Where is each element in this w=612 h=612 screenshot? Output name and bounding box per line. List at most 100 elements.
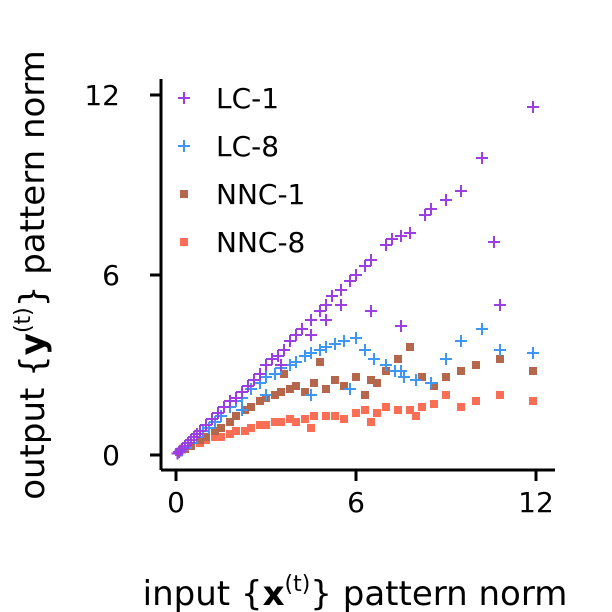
- legend-marker: [178, 92, 190, 104]
- data-point: [367, 418, 375, 426]
- data-point: [271, 418, 279, 426]
- data-point: [254, 368, 266, 380]
- data-point: [322, 412, 330, 420]
- data-point: [322, 385, 330, 393]
- y-tick-label: 12: [84, 79, 120, 112]
- data-point: [380, 239, 392, 251]
- data-point: [326, 290, 338, 302]
- data-point: [232, 412, 240, 420]
- data-point: [367, 376, 375, 384]
- data-point: [361, 406, 369, 414]
- data-point: [418, 403, 426, 411]
- data-point: [301, 388, 309, 396]
- data-point: [406, 343, 414, 351]
- data-point: [241, 427, 249, 435]
- data-point: [331, 412, 339, 420]
- data-point: [359, 344, 371, 356]
- data-points: [171, 101, 539, 460]
- x-label-suffix: } pattern norm: [310, 574, 567, 612]
- data-point: [292, 382, 300, 390]
- data-point: [260, 371, 272, 383]
- data-point: [331, 376, 339, 384]
- data-point: [260, 359, 272, 371]
- data-point: [236, 404, 248, 416]
- x-tick-label: 6: [347, 486, 365, 519]
- data-point: [529, 367, 537, 375]
- data-point: [200, 419, 212, 431]
- data-point: [272, 350, 284, 362]
- legend-label: LC-1: [216, 82, 279, 115]
- legend: LC-1 LC-8 NNC-1 NNC-8: [178, 82, 305, 259]
- data-point: [335, 284, 347, 296]
- data-point: [418, 373, 426, 381]
- data-point: [305, 329, 317, 341]
- data-point: [412, 412, 420, 420]
- data-point: [320, 341, 332, 353]
- data-point: [398, 371, 410, 383]
- x-tick-label: 0: [167, 486, 185, 519]
- data-point: [242, 380, 254, 392]
- data-point: [262, 421, 270, 429]
- data-point: [329, 338, 341, 350]
- data-point: [368, 353, 380, 365]
- data-point: [218, 401, 230, 413]
- x-label-prefix: input {: [143, 574, 263, 612]
- data-point: [230, 392, 242, 404]
- data-point: [352, 409, 360, 417]
- data-point: [335, 299, 347, 311]
- data-point: [232, 427, 240, 435]
- data-point: [395, 365, 407, 377]
- data-point: [365, 305, 377, 317]
- data-point: [430, 400, 438, 408]
- data-point: [277, 418, 285, 426]
- data-point: [373, 379, 381, 387]
- data-point: [275, 359, 287, 371]
- data-point: [245, 383, 257, 395]
- data-point: [271, 391, 279, 399]
- x-tick-label: 12: [518, 486, 554, 519]
- data-point: [352, 373, 360, 381]
- data-point: [410, 374, 422, 386]
- data-point: [488, 236, 500, 248]
- data-point: [314, 305, 326, 317]
- data-point: [419, 209, 431, 221]
- data-point: [310, 412, 318, 420]
- data-point: [406, 406, 414, 414]
- data-point: [194, 425, 206, 437]
- y-axis-label: output {y(t)} pattern norm: [11, 50, 53, 500]
- axes: 0 6 12 0 6 12: [84, 79, 555, 519]
- data-point: [457, 367, 465, 375]
- data-point: [290, 329, 302, 341]
- legend-marker: [178, 140, 190, 152]
- data-point: [212, 407, 224, 419]
- data-point: [338, 335, 350, 347]
- data-point: [206, 413, 218, 425]
- data-point: [350, 332, 362, 344]
- data-point: [217, 424, 225, 432]
- data-point: [305, 389, 317, 401]
- data-point: [472, 361, 480, 369]
- data-point: [380, 359, 392, 371]
- data-point: [236, 386, 248, 398]
- data-point: [314, 344, 326, 356]
- data-point: [211, 427, 219, 435]
- data-point: [217, 433, 225, 441]
- data-point: [202, 433, 210, 441]
- data-point: [527, 347, 539, 359]
- legend-marker: [180, 238, 188, 246]
- data-point: [307, 424, 315, 432]
- data-point: [305, 347, 317, 359]
- data-point: [496, 355, 504, 363]
- data-point: [320, 314, 332, 326]
- data-point: [247, 403, 255, 411]
- data-point: [395, 320, 407, 332]
- data-point: [286, 385, 294, 393]
- data-point: [394, 406, 402, 414]
- data-point: [395, 230, 407, 242]
- data-point: [440, 353, 452, 365]
- data-point: [455, 185, 467, 197]
- y-label-var: y: [13, 333, 53, 355]
- legend-marker: [180, 190, 188, 198]
- y-tick-label: 0: [102, 439, 120, 472]
- y-ticks: 0 6 12: [84, 79, 161, 472]
